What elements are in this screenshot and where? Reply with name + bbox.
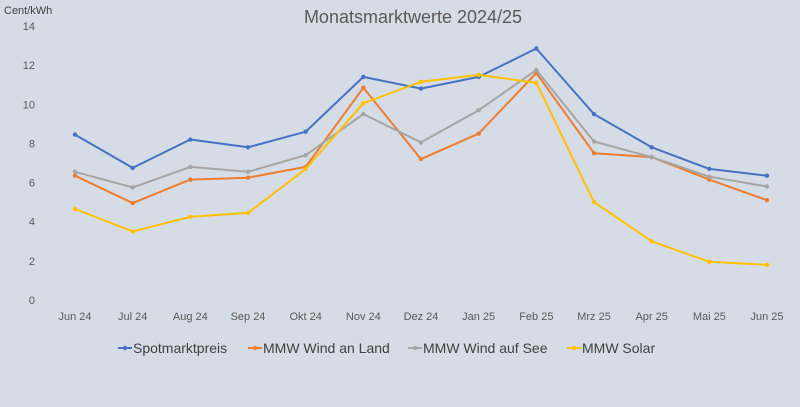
data-point [130, 185, 135, 190]
data-point [303, 129, 308, 134]
x-tick-label: Jun 24 [58, 311, 91, 323]
y-axis-ticks: 0 2 4 6 8 10 12 14 [23, 21, 35, 307]
y-tick-label: 0 [29, 295, 35, 307]
plot-area [72, 46, 770, 267]
x-tick-label: Mrz 25 [577, 311, 611, 323]
legend-item: MMW Solar [567, 340, 655, 356]
data-point [534, 80, 539, 85]
data-point [476, 72, 481, 78]
data-point [361, 74, 366, 80]
data-point [764, 173, 770, 178]
legend-item: Spotmarktpreis [118, 340, 227, 356]
data-point [591, 111, 597, 117]
x-tick-label: Jan 25 [462, 311, 495, 323]
legend-marker [122, 345, 128, 351]
data-point [72, 206, 78, 212]
series-4 [72, 72, 770, 267]
legend-label: Spotmarktpreis [133, 340, 227, 356]
data-point [764, 262, 770, 267]
y-tick-label: 12 [23, 60, 35, 72]
data-point [245, 210, 251, 216]
data-point [534, 67, 539, 73]
x-tick-label: Mai 25 [693, 311, 726, 323]
x-axis-ticks: Jun 24 Jul 24 Aug 24 Sep 24 Okt 24 Nov 24 Dez … [58, 311, 783, 323]
data-point [534, 46, 539, 51]
data-point [764, 197, 770, 203]
data-point [361, 101, 366, 106]
data-point [188, 214, 193, 220]
data-point [245, 175, 251, 180]
data-point [72, 132, 78, 137]
data-point [591, 151, 597, 156]
data-point [72, 169, 78, 175]
series-line [74, 73, 768, 266]
data-point [361, 111, 366, 117]
x-tick-label: Jul 24 [118, 311, 147, 323]
y-tick-label: 6 [29, 178, 35, 190]
data-point [591, 139, 597, 144]
data-point [303, 166, 308, 172]
series-3 [72, 67, 770, 190]
data-point [649, 154, 654, 160]
data-point [361, 85, 366, 90]
data-point [418, 140, 424, 145]
data-point [188, 177, 193, 182]
series-line [74, 47, 768, 177]
x-tick-label: Nov 24 [346, 311, 381, 323]
x-tick-label: Sep 24 [231, 311, 266, 323]
data-point [245, 145, 251, 150]
series-line [74, 72, 768, 205]
chart-title: Monatsmarktwerte 2024/25 [304, 7, 522, 27]
data-point [764, 184, 770, 189]
x-tick-label: Apr 25 [635, 311, 667, 323]
data-point [130, 165, 135, 171]
data-point [476, 107, 481, 113]
data-point [130, 200, 135, 206]
legend: Spotmarktpreis MMW Wind an Land MMW Wind a… [118, 340, 655, 356]
legend-label: MMW Solar [582, 340, 655, 356]
legend-item: MMW Wind an Land [248, 340, 390, 356]
legend-marker [571, 345, 577, 351]
data-point [188, 137, 193, 142]
y-tick-label: 14 [23, 21, 35, 33]
x-tick-label: Jun 25 [750, 311, 783, 323]
data-point [418, 79, 424, 84]
y-tick-label: 2 [29, 256, 35, 268]
data-point [188, 164, 193, 170]
x-tick-label: Feb 25 [519, 311, 553, 323]
y-tick-label: 10 [23, 99, 35, 111]
data-point [649, 145, 654, 150]
series-2 [72, 70, 770, 206]
legend-item: MMW Wind auf See [408, 340, 548, 356]
data-point [418, 156, 424, 162]
data-point [649, 239, 654, 244]
x-tick-label: Dez 24 [404, 311, 439, 323]
data-point [707, 174, 712, 179]
data-point [418, 86, 424, 91]
y-tick-label: 4 [29, 217, 35, 229]
x-tick-label: Aug 24 [173, 311, 208, 323]
x-tick-label: Okt 24 [289, 311, 321, 323]
data-point [707, 259, 712, 265]
data-point [245, 169, 251, 175]
data-point [303, 152, 308, 158]
data-point [72, 173, 78, 178]
data-point [130, 229, 135, 234]
legend-marker [252, 345, 258, 351]
legend-label: MMW Wind an Land [263, 340, 390, 356]
y-axis-unit-label: Cent/kWh [4, 5, 52, 17]
data-point [591, 199, 597, 205]
data-point [707, 166, 712, 172]
legend-marker [412, 345, 418, 351]
data-point [476, 131, 481, 136]
legend-label: MMW Wind auf See [423, 340, 548, 356]
y-tick-label: 8 [29, 138, 35, 150]
